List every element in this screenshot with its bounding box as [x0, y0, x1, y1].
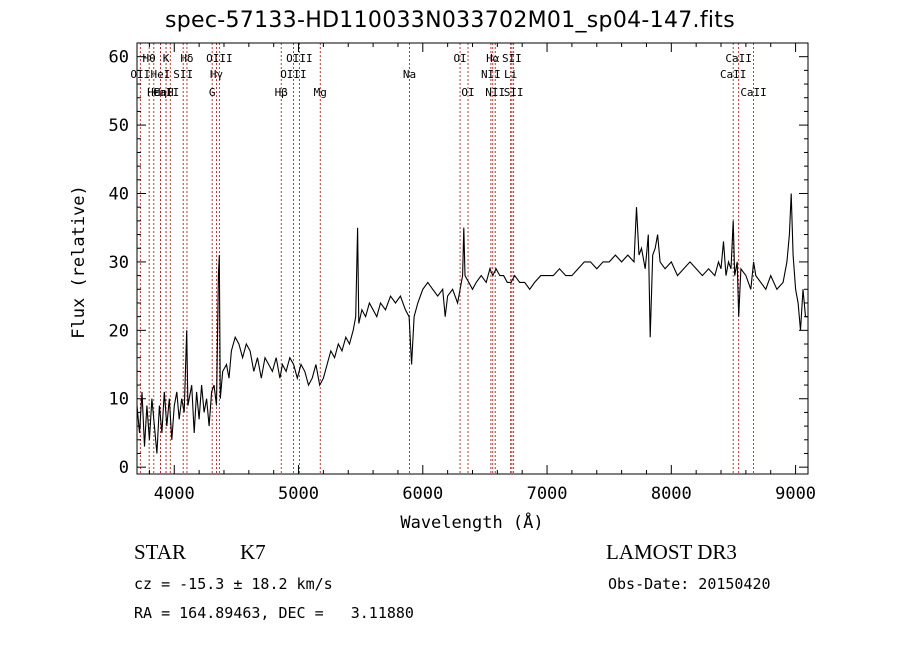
line-label: H	[167, 86, 174, 99]
y-tick-label: 40	[109, 185, 129, 205]
line-label: CaII	[725, 52, 752, 65]
line-label: OI	[453, 52, 466, 65]
x-axis-label: Wavelength (Å)	[400, 511, 543, 533]
coordinates: RA = 164.89463, DEC = 3.11880	[134, 604, 414, 622]
plot-frame	[136, 42, 809, 475]
line-label: Mg	[314, 86, 327, 99]
survey-name: LAMOST DR3	[606, 540, 737, 564]
y-tick-label: 30	[109, 253, 129, 273]
line-label: NII	[481, 68, 501, 81]
line-label: Hα	[486, 52, 500, 65]
object-class: STAR	[134, 540, 186, 564]
redshift-info: cz = -15.3 ± 18.2 km/s	[134, 575, 333, 593]
line-label: Hγ	[210, 68, 224, 81]
y-tick-label: 0	[119, 458, 129, 478]
observation-date: Obs-Date: 20150420	[608, 575, 771, 593]
y-tick-label: 20	[109, 321, 129, 341]
line-label: OIII	[206, 52, 233, 65]
x-tick-label: 9000	[775, 484, 816, 504]
line-label: OIII	[280, 68, 307, 81]
x-tick-label: 8000	[651, 484, 692, 504]
line-label: Hη	[154, 86, 167, 99]
line-label: CaII	[153, 86, 180, 99]
line-label: SII	[173, 68, 193, 81]
line-label: OIII	[286, 52, 313, 65]
line-label: Hβ	[275, 86, 289, 99]
y-tick-label: 10	[109, 390, 129, 410]
line-label: Hθ	[143, 52, 156, 65]
line-label: OI	[461, 86, 474, 99]
line-label: SII	[502, 52, 522, 65]
line-label: Hε	[147, 86, 160, 99]
line-label: K	[163, 52, 170, 65]
x-tick-label: 5000	[278, 484, 319, 504]
line-label: Li	[504, 68, 517, 81]
x-tick-label: 6000	[402, 484, 443, 504]
line-label: Na	[403, 68, 416, 81]
y-tick-label: 60	[109, 48, 129, 68]
line-label: HeI	[151, 68, 171, 81]
line-label: Hδ	[180, 52, 193, 65]
line-label: CaII	[720, 68, 747, 81]
y-tick-label: 50	[109, 116, 129, 136]
line-label: NII	[485, 86, 505, 99]
x-tick-label: 7000	[527, 484, 568, 504]
y-axis-label: Flux (relative)	[69, 185, 89, 339]
x-tick-label: 4000	[154, 484, 195, 504]
line-label: CaII	[740, 86, 767, 99]
line-label: OII	[130, 68, 150, 81]
spectrum-line	[136, 193, 808, 454]
chart-title: spec-57133-HD110033N033702M01_sp04-147.f…	[165, 8, 735, 33]
object-subclass: K7	[240, 540, 266, 564]
line-label: SII	[504, 86, 524, 99]
line-label: G	[209, 86, 216, 99]
